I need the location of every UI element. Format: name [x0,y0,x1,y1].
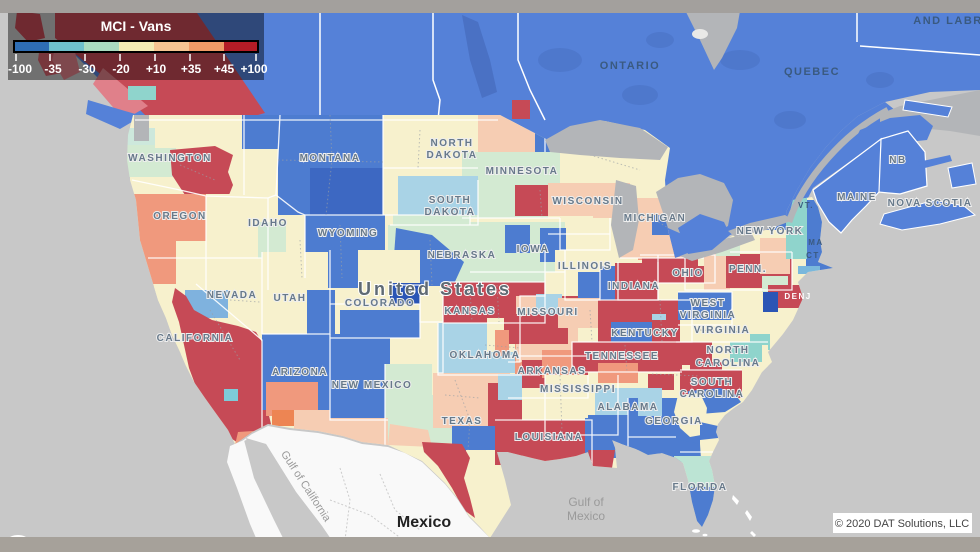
svg-text:PENN.: PENN. [729,264,767,275]
svg-text:+10: +10 [146,62,167,76]
svg-text:MA: MA [808,238,823,247]
svg-text:ALABAMA: ALABAMA [597,402,658,413]
svg-text:NEW MEXICO: NEW MEXICO [332,380,413,391]
svg-text:-100: -100 [8,62,32,76]
svg-text:WEST: WEST [691,298,726,309]
svg-text:INDIANA: INDIANA [608,281,660,292]
svg-text:ARIZONA: ARIZONA [272,367,328,378]
svg-text:LOUISIANA: LOUISIANA [515,432,584,443]
svg-text:OKLAHOMA: OKLAHOMA [450,350,521,361]
svg-text:IDAHO: IDAHO [248,218,288,229]
svg-text:-35: -35 [44,62,62,76]
svg-text:WISCONSIN: WISCONSIN [552,196,623,207]
svg-text:WASHINGTON: WASHINGTON [128,153,212,164]
svg-text:SOUTH: SOUTH [429,195,472,206]
svg-text:UTAH: UTAH [273,293,306,304]
svg-text:MISSOURI: MISSOURI [517,307,578,318]
svg-text:Mexico: Mexico [397,514,451,531]
svg-text:IOWA: IOWA [517,244,550,255]
svg-text:ILLINOIS: ILLINOIS [558,261,612,272]
svg-text:AND LABR: AND LABR [913,15,980,27]
svg-text:WYOMING: WYOMING [318,228,379,239]
svg-text:CALIFORNIA: CALIFORNIA [157,333,234,344]
svg-text:NEVADA: NEVADA [207,290,257,301]
svg-text:United States: United States [358,279,512,299]
svg-text:MONTANA: MONTANA [300,153,361,164]
svg-text:NEBRASKA: NEBRASKA [428,250,497,261]
svg-text:+45: +45 [214,62,235,76]
svg-text:NOVA SCOTIA: NOVA SCOTIA [888,198,973,209]
svg-text:QUEBEC: QUEBEC [784,66,840,78]
svg-text:COLORADO: COLORADO [345,298,415,309]
svg-text:NEW YORK: NEW YORK [737,226,804,237]
svg-text:NB: NB [889,155,906,166]
svg-text:TEXAS: TEXAS [442,416,483,427]
svg-text:© 2020 DAT Solutions, LLC: © 2020 DAT Solutions, LLC [835,518,969,530]
svg-text:-30: -30 [78,62,96,76]
svg-text:FLORIDA: FLORIDA [673,482,728,493]
svg-text:ONTARIO: ONTARIO [600,60,660,72]
svg-text:DENJ: DENJ [784,292,811,301]
svg-text:MISSISSIPPI: MISSISSIPPI [540,384,616,395]
svg-text:MINNESOTA: MINNESOTA [486,166,559,177]
svg-text:VIRGINIA: VIRGINIA [694,325,750,336]
svg-text:Mexico: Mexico [567,509,605,523]
svg-text:CAROLINA: CAROLINA [696,358,761,369]
svg-text:CAROLINA: CAROLINA [680,389,745,400]
svg-text:VIRGINIA: VIRGINIA [680,310,736,321]
svg-text:NORTH: NORTH [430,138,473,149]
svg-text:ARKANSAS: ARKANSAS [518,366,587,377]
svg-text:CT: CT [806,251,820,260]
svg-text:+100: +100 [240,62,267,76]
svg-text:KENTUCKY: KENTUCKY [611,328,679,339]
svg-text:VT.: VT. [798,201,814,210]
svg-text:OREGON: OREGON [153,211,206,222]
svg-text:-20: -20 [112,62,130,76]
svg-text:MICHIGAN: MICHIGAN [624,213,687,224]
svg-text:KANSAS: KANSAS [444,306,495,317]
svg-text:NORTH: NORTH [706,345,749,356]
svg-text:GEORGIA: GEORGIA [645,416,703,427]
svg-text:SOUTH: SOUTH [691,377,734,388]
svg-text:MCI - Vans: MCI - Vans [101,18,172,34]
svg-text:MAINE: MAINE [837,192,877,203]
svg-text:Gulf of: Gulf of [568,495,604,509]
svg-text:+35: +35 [181,62,202,76]
svg-text:TENNESSEE: TENNESSEE [585,351,659,362]
svg-text:DAKOTA: DAKOTA [426,150,477,161]
svg-text:OHIO: OHIO [672,268,704,279]
svg-text:DAKOTA: DAKOTA [424,207,475,218]
